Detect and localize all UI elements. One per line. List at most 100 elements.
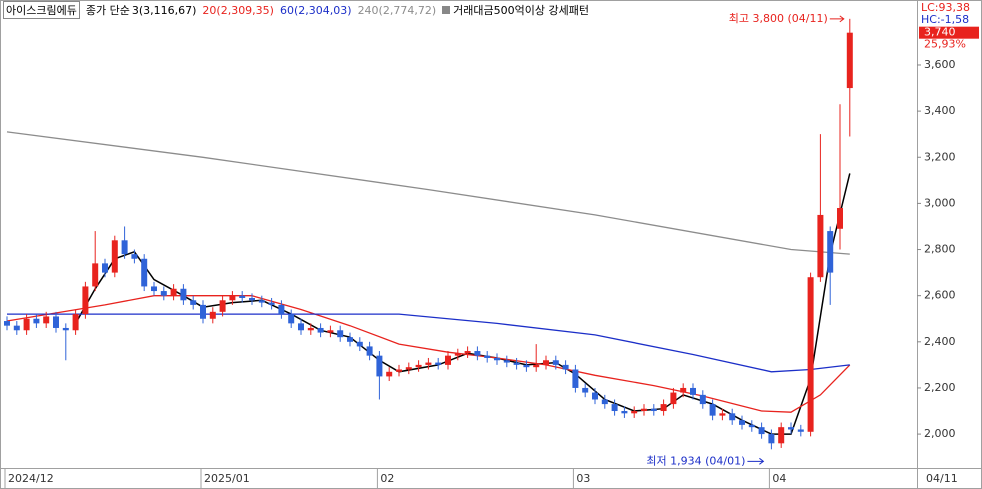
candle-body: [239, 295, 246, 298]
y-tick-label: 2,600: [924, 289, 956, 302]
x-tick-label: 04: [772, 472, 786, 485]
candle-body: [337, 330, 344, 338]
candle-body: [621, 411, 628, 414]
candle-body: [268, 302, 275, 305]
candle-body: [631, 411, 638, 414]
candle-body: [768, 434, 775, 444]
candle-body: [258, 300, 265, 303]
candle-body: [111, 240, 118, 273]
candle-body: [817, 214, 824, 278]
candle-body: [660, 404, 667, 412]
candle-body: [229, 295, 236, 301]
candle-body: [788, 427, 794, 430]
candle-body: [523, 364, 530, 368]
candle-body: [435, 362, 442, 365]
legend-entry: 240(2,774,72): [357, 3, 437, 17]
candle-body: [464, 351, 471, 354]
candle-body: [366, 346, 373, 356]
candle-body: [33, 318, 40, 324]
candle-body: [190, 300, 197, 305]
candle-body: [503, 360, 510, 363]
x-tick-label: 2024/12: [8, 472, 54, 485]
candle-body: [582, 387, 589, 393]
candle-body: [92, 263, 99, 287]
candle-body: [650, 408, 657, 412]
candle-body: [748, 424, 755, 428]
candle-body: [837, 208, 843, 229]
ma-label: 종가 단순: [85, 4, 130, 17]
candle-body: [160, 291, 167, 296]
candle-body: [151, 286, 157, 292]
lc-label: LC:93,38: [921, 1, 970, 14]
y-tick-label: 3,400: [924, 104, 956, 117]
candle-body: [729, 413, 736, 421]
candle-body: [484, 355, 491, 358]
candle-body: [396, 369, 402, 372]
hc-label: HC:-1,58: [921, 13, 969, 26]
candle-body: [82, 286, 89, 315]
y-tick-label: 2,800: [924, 243, 956, 256]
candle-body: [180, 288, 187, 301]
candle-body: [670, 392, 677, 405]
ma-line: [6, 131, 850, 255]
candle-body: [249, 297, 255, 301]
candle-body: [131, 254, 138, 259]
y-tick-label: 2,200: [924, 381, 956, 394]
candle-body: [562, 364, 569, 370]
candle-body: [758, 427, 765, 435]
pattern-icon: [442, 6, 451, 14]
pattern-label: 거래대금500억이상 강세패턴: [453, 4, 589, 17]
candle-body: [405, 367, 412, 370]
candle-body: [513, 362, 520, 365]
y-tick-label: 2,000: [924, 427, 956, 440]
candle-body: [494, 357, 500, 361]
candle-body: [474, 351, 481, 356]
candle-body: [445, 355, 451, 365]
candle-body: [425, 362, 432, 365]
candle-body: [317, 327, 324, 333]
candle-body: [53, 316, 59, 328]
candle-body: [121, 240, 128, 255]
candle-body: [200, 304, 206, 319]
candle-body: [23, 318, 30, 331]
candle-body: [739, 420, 745, 425]
candle-body: [307, 327, 314, 331]
candle-body: [778, 427, 785, 444]
candle-body: [680, 387, 687, 393]
candle-body: [543, 360, 549, 365]
candle-body: [552, 360, 559, 365]
candle-body: [72, 314, 79, 331]
candle-body: [807, 277, 814, 432]
candle-body: [102, 263, 108, 273]
candle-body: [572, 369, 579, 388]
candle-body: [298, 323, 304, 331]
candle-body: [376, 355, 383, 377]
candle-body: [415, 364, 422, 368]
candle-body: [356, 341, 363, 347]
x-end-label: 04/11: [926, 472, 958, 485]
candle-body: [719, 413, 726, 416]
legend-entry: 20(2,309,35): [202, 3, 274, 17]
change-label: 25,93%: [924, 38, 966, 51]
high-arrow: [829, 15, 845, 23]
current-price-label: 3,740: [924, 26, 956, 39]
x-tick-label: 2025/01: [204, 472, 250, 485]
candle-body: [611, 404, 618, 412]
legend-entry: 60(2,304,03): [279, 3, 352, 17]
candle-body: [592, 392, 598, 400]
candle-body: [347, 337, 353, 342]
high-annotation: 최고 3,800 (04/11): [729, 12, 828, 25]
legend: 아이스크림에듀 종가 단순 3(3,116,67) 20(2,309,35) 6…: [3, 1, 589, 19]
stock-name: 아이스크림에듀: [3, 1, 80, 19]
candle-body: [4, 321, 10, 326]
candle-body: [690, 387, 696, 395]
candle-body: [13, 325, 20, 331]
candle-body: [219, 300, 226, 312]
candle-body: [43, 316, 50, 324]
candle-body: [141, 258, 148, 287]
candle-body: [209, 311, 216, 319]
candle-body: [846, 32, 853, 89]
ma-line: [7, 313, 850, 373]
